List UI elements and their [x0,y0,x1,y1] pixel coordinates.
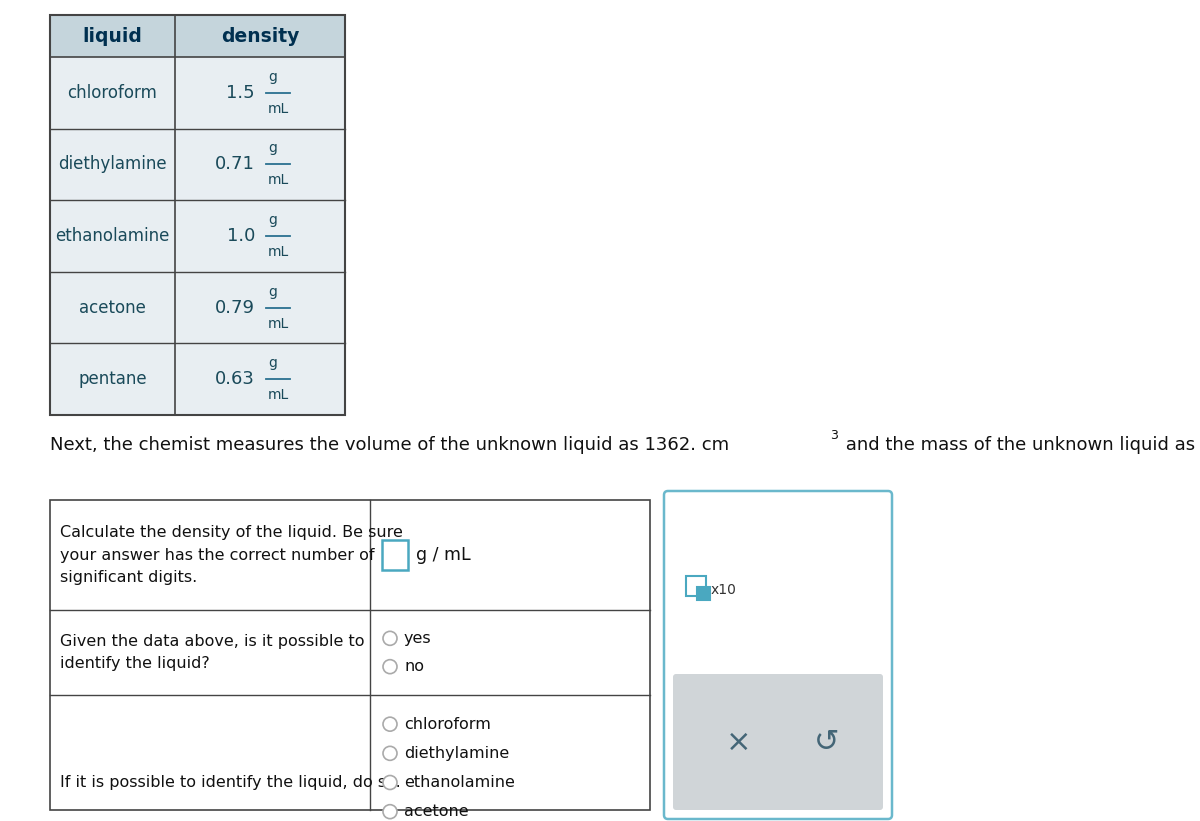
Text: ethanolamine: ethanolamine [404,775,515,790]
Text: mL: mL [268,102,289,116]
Circle shape [383,631,397,645]
Text: 0.79: 0.79 [215,299,256,317]
Text: If it is possible to identify the liquid, do so.: If it is possible to identify the liquid… [60,775,401,790]
Bar [50,15,346,415]
Text: ethanolamine: ethanolamine [55,227,169,245]
Text: mL: mL [268,245,289,259]
Bar [50,15,346,57]
Bar [50,200,346,272]
Circle shape [383,776,397,790]
Text: Next, the chemist measures the volume of the unknown liquid as 1362. cm: Next, the chemist measures the volume of… [50,436,730,454]
Text: and the mass of the unknown liquid as 2.02 kg.: and the mass of the unknown liquid as 2.… [840,436,1200,454]
Text: pentane: pentane [78,370,146,388]
Text: chloroform: chloroform [67,84,157,102]
Bar [50,129,346,200]
Text: 0.63: 0.63 [215,370,256,388]
Circle shape [383,718,397,732]
Text: 1.5: 1.5 [227,84,256,102]
Text: g / mL: g / mL [416,546,470,564]
Text: 3: 3 [830,429,838,442]
Text: yes: yes [404,631,432,646]
Text: liquid: liquid [83,26,143,45]
Text: ×: × [726,727,751,756]
Bar [50,272,346,343]
Circle shape [383,746,397,760]
Text: ↺: ↺ [814,727,839,756]
Text: acetone: acetone [79,299,146,317]
Bar [50,57,346,129]
Text: g: g [268,285,277,299]
Bar [697,587,710,600]
Text: g: g [268,213,277,227]
Text: acetone: acetone [404,804,469,819]
Text: Given the data above, is it possible to
identify the liquid?: Given the data above, is it possible to … [60,634,365,671]
Bar [50,500,650,810]
FancyBboxPatch shape [382,540,408,570]
Text: x10: x10 [710,583,737,597]
Text: mL: mL [268,317,289,331]
Text: diethylamine: diethylamine [404,745,509,761]
Text: diethylamine: diethylamine [58,155,167,173]
Text: chloroform: chloroform [404,717,491,732]
Text: mL: mL [268,388,289,402]
Text: 0.71: 0.71 [215,155,256,173]
Bar [686,576,706,596]
FancyBboxPatch shape [664,491,892,819]
Text: Calculate the density of the liquid. Be sure
your answer has the correct number : Calculate the density of the liquid. Be … [60,525,403,585]
Text: g: g [268,141,277,155]
Text: density: density [221,26,299,45]
Text: g: g [268,356,277,370]
Text: g: g [268,70,277,84]
FancyBboxPatch shape [673,674,883,810]
Circle shape [383,659,397,674]
Circle shape [383,805,397,819]
Text: no: no [404,659,424,674]
Bar [50,343,346,415]
Text: mL: mL [268,173,289,187]
Text: 1.0: 1.0 [227,227,256,245]
